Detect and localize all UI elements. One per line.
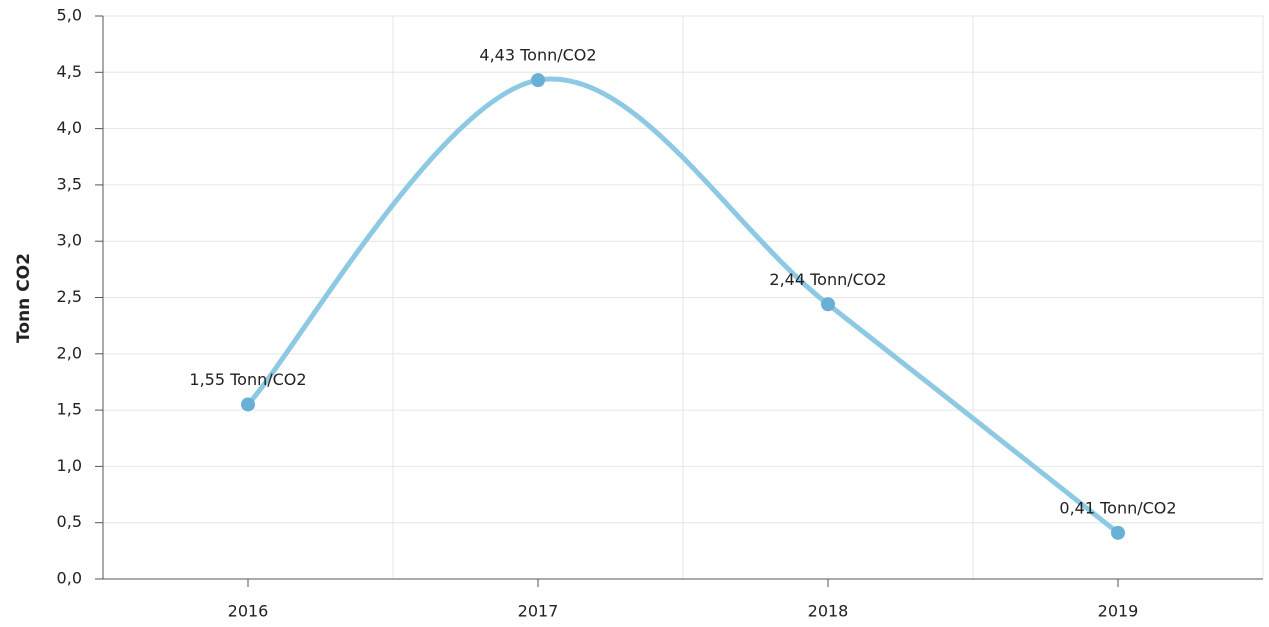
y-axis-label: Tonn CO2 bbox=[14, 253, 34, 343]
marker bbox=[241, 397, 255, 412]
y-tick-label: 3,0 bbox=[57, 231, 82, 250]
y-tick-label: 0,0 bbox=[57, 569, 82, 588]
x-tick-label: 2018 bbox=[808, 602, 849, 621]
x-tick-label: 2016 bbox=[228, 602, 269, 621]
y-tick-label: 4,5 bbox=[57, 62, 82, 81]
marker bbox=[531, 73, 545, 88]
marker bbox=[1111, 525, 1125, 540]
marker bbox=[821, 297, 835, 312]
y-tick-label: 1,5 bbox=[57, 400, 82, 419]
y-tick-label: 2,0 bbox=[57, 343, 82, 362]
y-tick-label: 5,0 bbox=[57, 6, 82, 25]
x-tick-label: 2017 bbox=[518, 602, 559, 621]
data-label: 1,55 Tonn/CO2 bbox=[189, 370, 306, 389]
x-tick-label: 2019 bbox=[1098, 602, 1139, 621]
y-tick-label: 4,0 bbox=[57, 118, 82, 137]
line bbox=[245, 76, 1121, 536]
y-tick-label: 1,0 bbox=[57, 456, 82, 475]
y-tick-label: 2,5 bbox=[57, 287, 82, 306]
data-label: 2,44 Tonn/CO2 bbox=[769, 270, 886, 289]
y-tick-label: 3,5 bbox=[57, 174, 82, 193]
data-label: 4,43 Tonn/CO2 bbox=[479, 46, 596, 65]
data-label: 0,41 Tonn/CO2 bbox=[1059, 498, 1176, 517]
y-tick-label: 0,5 bbox=[57, 512, 82, 531]
